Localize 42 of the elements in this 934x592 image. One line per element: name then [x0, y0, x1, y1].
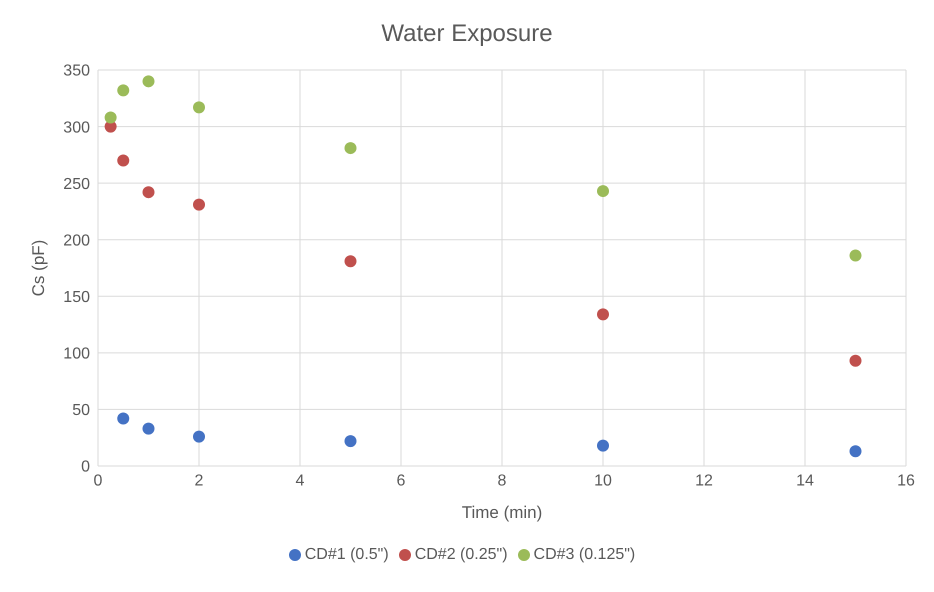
- x-tick-label: 2: [194, 472, 204, 490]
- y-tick-label: 200: [63, 232, 90, 250]
- chart-title: Water Exposure: [380, 19, 554, 49]
- point: [850, 354, 862, 367]
- point: [142, 186, 154, 198]
- legend-label: CD#3 (0.125"): [534, 546, 636, 563]
- y-tick-label: 300: [63, 119, 90, 136]
- y-tick-label: 350: [63, 62, 90, 80]
- point: [597, 185, 609, 198]
- point: [344, 255, 356, 268]
- y-tick-label: 100: [63, 346, 90, 363]
- point: [193, 430, 205, 443]
- x-tick-label: 10: [594, 472, 612, 490]
- legend-label: CD#2 (0.25"): [414, 546, 508, 563]
- point: [193, 101, 205, 114]
- point: [597, 308, 609, 320]
- point: [344, 435, 356, 448]
- point: [850, 250, 862, 262]
- point: [344, 142, 356, 154]
- y-tick-label: 250: [63, 176, 90, 193]
- x-axis-title: Time (min): [462, 503, 542, 522]
- point: [193, 198, 205, 211]
- point: [597, 440, 609, 452]
- point: [117, 154, 130, 167]
- y-axis-title: Cs (pF): [29, 240, 48, 296]
- x-tick-label: 4: [296, 472, 305, 490]
- point: [142, 75, 154, 88]
- x-tick-label: 0: [94, 472, 103, 490]
- x-tick-label: 8: [498, 472, 507, 490]
- x-tick-label: 12: [695, 472, 713, 490]
- legend-label: CD#1 (0.5"): [304, 546, 389, 563]
- x-tick-label: 14: [796, 472, 814, 490]
- point: [117, 412, 130, 424]
- y-tick-label: 50: [72, 402, 90, 420]
- y-tick-label: 0: [81, 458, 90, 476]
- x-tick-label: 16: [897, 472, 915, 490]
- point: [142, 422, 154, 435]
- point: [117, 84, 130, 96]
- point: [104, 112, 117, 124]
- point: [850, 445, 862, 458]
- y-tick-label: 150: [63, 288, 90, 306]
- x-tick-label: 6: [396, 472, 406, 490]
